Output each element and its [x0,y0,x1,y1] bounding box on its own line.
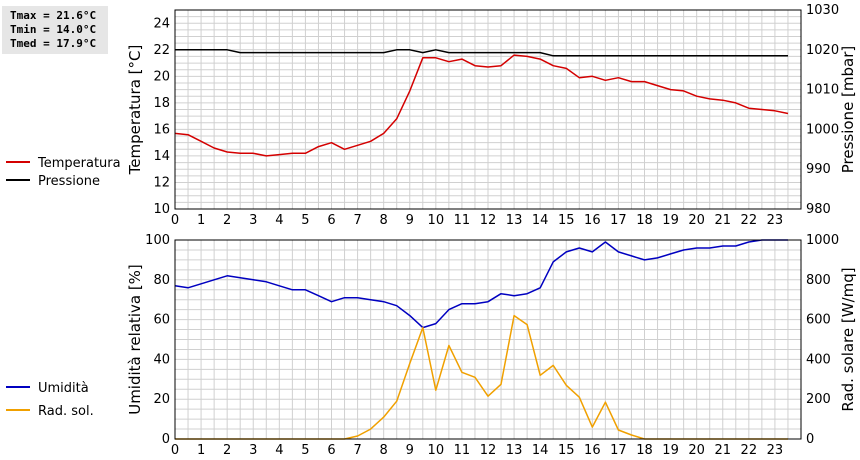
y-right-tick-label: 200 [806,392,831,407]
stat-tmin: Tmin = 14.0°C [10,23,97,36]
y-left-tick-label: 24 [153,16,170,31]
legend-label: Rad. sol. [38,404,94,419]
x-tick-label: 15 [558,443,575,458]
x-tick-label: 8 [380,213,388,228]
x-tick-label: 23 [767,213,784,228]
y-right-tick-label: 0 [806,432,814,447]
x-tick-label: 18 [636,443,653,458]
x-tick-label: 1 [197,443,205,458]
x-tick-label: 13 [506,443,523,458]
x-tick-label: 14 [532,213,549,228]
x-tick-label: 22 [741,213,758,228]
x-tick-label: 20 [688,213,705,228]
y-right-tick-label: 800 [806,273,831,288]
x-tick-label: 8 [380,443,388,458]
y-left-tick-label: 0 [162,432,170,447]
series-line-umidit [174,239,788,329]
x-tick-label: 20 [688,443,705,458]
x-tick-label: 9 [406,213,414,228]
y-left-tick-label: 14 [153,149,170,164]
x-tick-label: 21 [714,213,731,228]
x-tick-label: 2 [223,443,231,458]
y-right-axis-title: Pressione [mbar] [839,46,857,174]
x-tick-label: 5 [301,213,309,228]
plot-frame [174,9,802,210]
x-tick-label: 18 [636,213,653,228]
x-tick-label: 16 [584,443,601,458]
y-right-axis-title: Rad. solare [W/mq] [839,267,857,411]
legend-label: Pressione [38,174,100,189]
x-tick-label: 2 [223,213,231,228]
y-left-tick-label: 20 [153,392,170,407]
x-tick-label: 21 [714,443,731,458]
x-tick-label: 9 [406,443,414,458]
x-tick-label: 11 [454,443,471,458]
y-left-tick-label: 22 [153,43,170,58]
stat-tmed: Tmed = 17.9°C [10,37,97,50]
y-left-tick-label: 100 [145,233,170,248]
x-tick-label: 4 [275,213,283,228]
x-tick-label: 10 [428,443,445,458]
y-left-tick-label: 40 [153,352,170,367]
y-left-tick-label: 18 [153,96,170,111]
x-tick-label: 14 [532,443,549,458]
x-tick-label: 17 [610,213,627,228]
series-line-rad-sol [175,314,788,440]
x-tick-label: 1 [197,213,205,228]
x-tick-label: 0 [171,213,179,228]
x-tick-label: 22 [741,443,758,458]
y-left-axis-title: Temperatura [°C] [126,45,144,176]
y-left-tick-label: 60 [153,313,170,328]
y-right-tick-label: 1010 [806,83,839,98]
x-tick-label: 12 [480,443,497,458]
y-right-tick-label: 600 [806,313,831,328]
chart-panel-1: 0 1 2 3 4 5 6 7 8 9 10 11 12 13 14 15 16 17 18 19 20 21 22 2302… [6,233,857,458]
x-tick-label: 19 [662,213,679,228]
y-right-tick-label: 990 [806,162,831,177]
x-tick-label: 4 [275,443,283,458]
y-right-tick-label: 980 [806,202,831,217]
x-tick-label: 3 [249,213,257,228]
y-left-tick-label: 20 [153,69,170,84]
x-tick-label: 0 [171,443,179,458]
x-tick-label: 19 [662,443,679,458]
series-line-pressione [175,49,788,57]
legend-label: Temperatura [37,156,121,171]
series-line-temperatura [174,54,789,157]
legend-label: Umidità [38,381,89,396]
x-tick-label: 6 [327,443,335,458]
plot-frame [174,239,802,440]
y-left-axis-title: Umidità relativa [%] [126,264,144,415]
stat-tmax: Tmax = 21.6°C [10,9,97,22]
x-tick-label: 10 [428,213,445,228]
y-left-tick-label: 80 [153,273,170,288]
x-tick-label: 13 [506,213,523,228]
y-right-tick-label: 1030 [806,3,839,18]
y-right-tick-label: 400 [806,352,831,367]
x-tick-label: 23 [767,443,784,458]
stats-box: Tmax = 21.6°C Tmin = 14.0°C Tmed = 17.9°… [2,6,108,54]
x-tick-label: 11 [454,213,471,228]
x-tick-label: 3 [249,443,257,458]
x-tick-label: 12 [480,213,497,228]
x-tick-label: 15 [558,213,575,228]
x-tick-label: 6 [327,213,335,228]
y-left-tick-label: 12 [153,175,170,190]
y-left-tick-label: 10 [153,202,170,217]
y-left-tick-label: 16 [153,122,170,137]
x-tick-label: 7 [353,443,361,458]
y-right-tick-label: 1020 [806,43,839,58]
y-right-tick-label: 1000 [806,122,839,137]
x-tick-label: 5 [301,443,309,458]
y-right-tick-label: 1000 [806,233,839,248]
chart-panel-0: 0 1 2 3 4 5 6 7 8 9 10 11 12 13 14 15 16 17 18 19 20 21 22 2310… [6,3,857,228]
x-tick-label: 17 [610,443,627,458]
x-tick-label: 7 [353,213,361,228]
x-tick-label: 16 [584,213,601,228]
